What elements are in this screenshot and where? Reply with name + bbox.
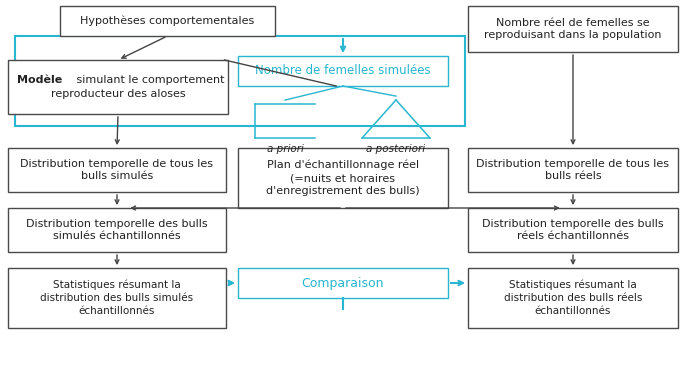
Text: a posteriori: a posteriori (367, 144, 426, 154)
FancyBboxPatch shape (238, 148, 448, 208)
Text: Distribution temporelle de tous les
bulls simulés: Distribution temporelle de tous les bull… (21, 159, 213, 181)
FancyBboxPatch shape (8, 268, 226, 328)
Text: Statistiques résumant la
distribution des bulls simulés
échantillonnés: Statistiques résumant la distribution de… (41, 280, 193, 316)
FancyBboxPatch shape (8, 60, 228, 114)
FancyBboxPatch shape (8, 208, 226, 252)
FancyBboxPatch shape (468, 6, 678, 52)
FancyBboxPatch shape (238, 56, 448, 86)
Text: Nombre réel de femelles se
reproduisant dans la population: Nombre réel de femelles se reproduisant … (484, 18, 662, 40)
FancyBboxPatch shape (8, 148, 226, 192)
Text: Comparaison: Comparaison (302, 277, 385, 290)
FancyBboxPatch shape (238, 268, 448, 298)
Text: Hypothèses comportementales: Hypothèses comportementales (80, 16, 255, 26)
FancyBboxPatch shape (468, 148, 678, 192)
Text: a priori: a priori (266, 144, 303, 154)
Text: Nombre de femelles simulées: Nombre de femelles simulées (255, 65, 431, 78)
FancyBboxPatch shape (60, 6, 275, 36)
Text: Distribution temporelle des bulls
réels échantillonnés: Distribution temporelle des bulls réels … (482, 219, 664, 241)
FancyBboxPatch shape (468, 208, 678, 252)
Text: Modèle: Modèle (17, 75, 62, 85)
Text: reproducteur des aloses: reproducteur des aloses (51, 89, 185, 99)
Text: simulant le comportement: simulant le comportement (73, 75, 225, 85)
Text: Distribution temporelle des bulls
simulés échantillonnés: Distribution temporelle des bulls simulé… (26, 219, 208, 241)
Text: Distribution temporelle de tous les
bulls réels: Distribution temporelle de tous les bull… (477, 159, 669, 181)
Text: Plan d'échantillonnage réel
(=nuits et horaires
d'enregistrement des bulls): Plan d'échantillonnage réel (=nuits et h… (266, 160, 420, 196)
FancyBboxPatch shape (468, 268, 678, 328)
Text: Statistiques résumant la
distribution des bulls réels
échantillonnés: Statistiques résumant la distribution de… (504, 280, 642, 316)
